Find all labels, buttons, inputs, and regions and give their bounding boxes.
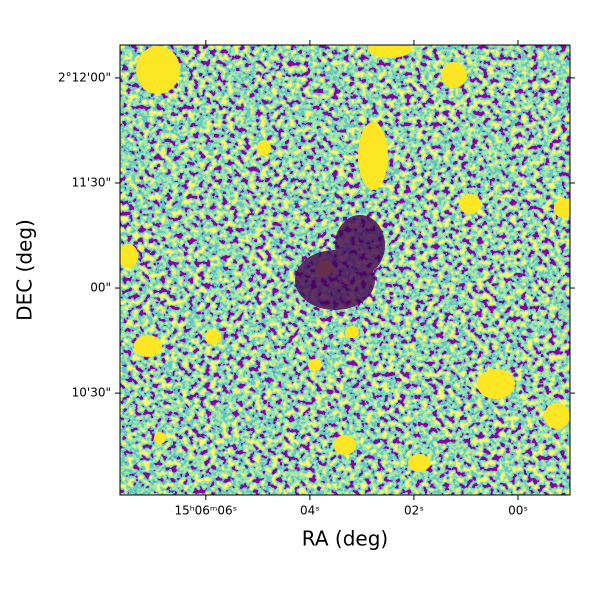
- x-tick-label: 15ʰ06ᵐ06ˢ: [175, 504, 238, 518]
- y-tick-label: 10'30": [72, 386, 111, 400]
- x-tick-label: 02ˢ: [404, 504, 424, 518]
- plot-frame: [119, 44, 571, 496]
- y-axis-label: DEC (deg): [13, 219, 37, 321]
- x-tick-label: 00ˢ: [508, 504, 528, 518]
- y-tick-label: 00": [90, 281, 111, 295]
- y-tick-label: 11'30": [72, 175, 111, 189]
- x-tick-label: 04ˢ: [300, 504, 320, 518]
- y-tick-label: 2°12'00": [58, 70, 111, 84]
- x-axis-label: RA (deg): [302, 527, 388, 551]
- sky-image: [120, 45, 570, 495]
